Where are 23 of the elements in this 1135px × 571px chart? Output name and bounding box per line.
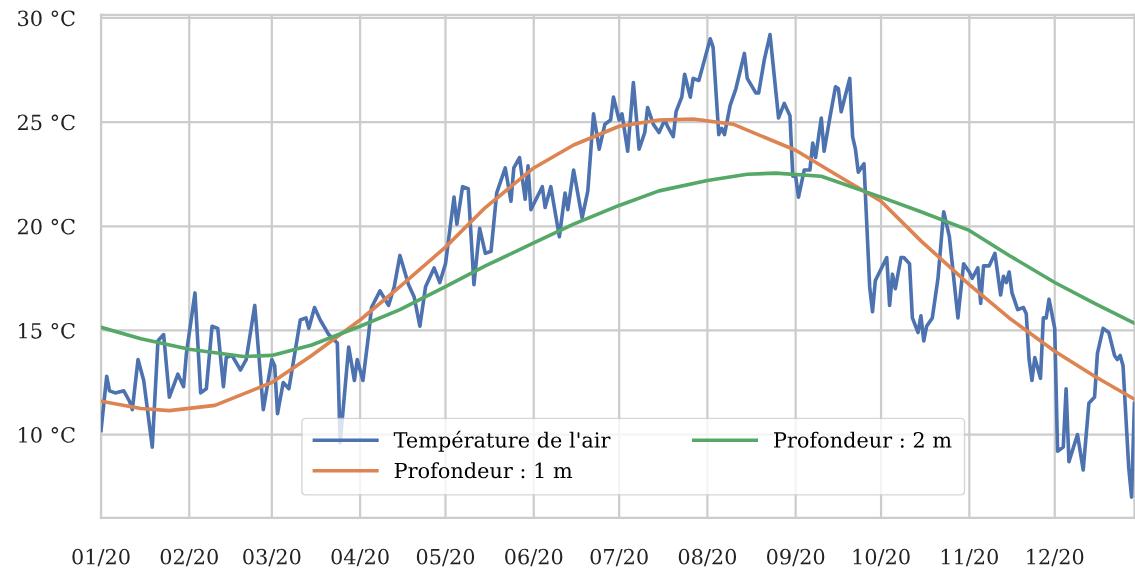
x-tick-label: 02/20 — [160, 548, 218, 567]
y-tick-label: 25 °C — [17, 114, 75, 131]
x-tick-label: 04/20 — [331, 548, 389, 567]
y-tick-label: 15 °C — [19, 322, 75, 339]
x-tick-label: 09/20 — [767, 548, 825, 567]
x-tick-label: 11/20 — [941, 548, 998, 567]
y-tick-label: 30 °C — [18, 10, 75, 27]
legend-label: Température de l'air — [393, 430, 611, 452]
legend-label: Profondeur : 1 m — [394, 462, 573, 479]
x-tick-label: 05/20 — [416, 548, 475, 567]
line-series — [101, 171, 1135, 359]
x-tick-label: 10/20 — [853, 548, 910, 567]
x-tick-label: 03/20 — [243, 548, 301, 567]
y-tick-label: 10 °C — [19, 427, 75, 443]
x-tick-label: 08/20 — [678, 548, 737, 567]
y-tick-label: 20 °C — [17, 218, 75, 235]
x-tick-label: 12/20 — [1027, 548, 1084, 567]
x-tick-label: 07/20 — [590, 548, 648, 567]
x-tick-label: 01/20 — [72, 548, 130, 567]
legend-label: Profondeur : 2 m — [774, 431, 952, 448]
x-tick-label: 06/20 — [505, 548, 563, 567]
line-series — [101, 117, 1135, 413]
line-series — [101, 32, 1135, 499]
